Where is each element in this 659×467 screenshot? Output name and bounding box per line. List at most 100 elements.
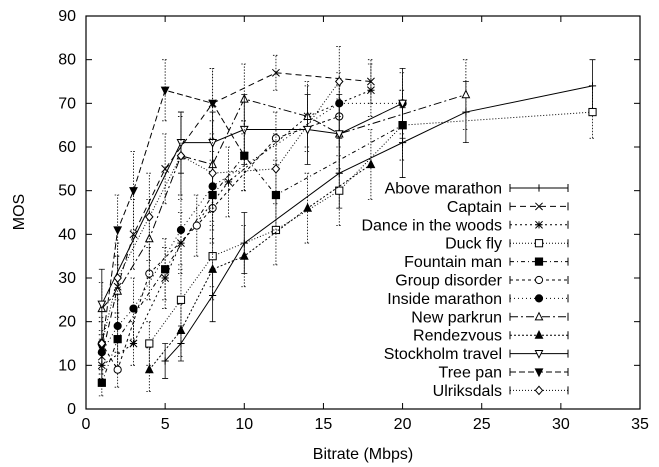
legend-errorbar-caps — [509, 202, 569, 211]
y-tick-label: 50 — [58, 183, 76, 200]
legend-entry: Above marathon — [385, 181, 569, 198]
legend-entry: Duck fly — [445, 236, 569, 253]
x-tick-label: 30 — [552, 416, 570, 433]
legend-errorbar-caps — [509, 294, 569, 303]
data-point — [398, 139, 407, 147]
data-point — [176, 150, 186, 161]
series-7 — [97, 72, 407, 375]
error-bar — [304, 172, 311, 244]
legend-entry: New parkrun — [411, 309, 569, 326]
legend-errorbar-caps — [509, 257, 569, 266]
series-line — [101, 94, 467, 309]
series-2 — [97, 54, 375, 379]
legend-marker — [534, 239, 544, 248]
series-line — [101, 81, 340, 344]
y-tick-label: 80 — [58, 52, 76, 69]
data-point — [176, 225, 186, 235]
legend-marker — [535, 220, 543, 229]
legend-entry: Inside marathon — [387, 291, 569, 308]
data-point — [271, 163, 281, 174]
data-point — [366, 77, 375, 86]
data-point — [192, 221, 201, 230]
data-point — [271, 134, 281, 143]
legend-marker — [534, 329, 544, 339]
legend-marker — [534, 275, 544, 285]
legend-marker — [534, 350, 544, 359]
legend-errorbar-caps — [509, 276, 569, 284]
x-axis-ticks: 0 5 10 15 20 25 30 35 — [82, 16, 649, 433]
y-tick-label: 0 — [67, 401, 76, 418]
error-bar — [367, 63, 374, 117]
data-point — [97, 300, 107, 310]
data-point — [303, 202, 313, 212]
y-tick-label: 40 — [58, 226, 76, 243]
series-12 — [97, 46, 344, 371]
data-point — [335, 186, 344, 195]
data-point — [224, 177, 233, 186]
legend-entry: Group disorder — [395, 273, 569, 290]
data-point — [161, 357, 169, 365]
x-axis-label: Bitrate (Mbps) — [313, 446, 413, 463]
legend-marker — [534, 257, 544, 266]
series-line — [164, 85, 593, 362]
data-point — [176, 325, 186, 334]
data-point — [97, 338, 107, 349]
data-point — [161, 265, 170, 274]
legend-label: Rendezvous — [413, 328, 502, 345]
data-point — [145, 339, 154, 348]
legend-entry: Captain — [447, 199, 569, 216]
series-3 — [97, 63, 375, 384]
error-bar — [589, 85, 596, 139]
legend-entry: Dance in the woods — [361, 217, 569, 234]
legend-errorbar-caps — [509, 368, 569, 376]
legend-label: Duck fly — [445, 236, 502, 253]
series-line — [148, 164, 372, 371]
plot-frame — [85, 15, 641, 410]
data-point — [129, 339, 138, 348]
x-tick-label: 10 — [235, 416, 253, 433]
legend-label: Ulriksdals — [433, 383, 502, 400]
data-point — [398, 99, 407, 109]
x-tick-label: 25 — [473, 416, 491, 433]
legend-marker — [535, 202, 543, 211]
data-point — [366, 159, 376, 169]
legend-entry: Rendezvous — [413, 328, 569, 345]
data-point — [334, 130, 344, 140]
legend-entry: Fountain man — [404, 254, 569, 271]
series-10 — [97, 68, 407, 340]
x-tick-label: 0 — [82, 416, 91, 433]
legend-errorbar-caps — [509, 220, 569, 229]
data-point — [113, 226, 123, 236]
data-point — [144, 364, 154, 374]
y-tick-label: 10 — [58, 357, 76, 374]
legend-label: Tree pan — [439, 365, 502, 382]
y-tick-label: 30 — [58, 270, 76, 287]
legend-entry: Stockholm travel — [384, 346, 569, 363]
data-point — [113, 365, 122, 374]
data-point — [461, 89, 471, 99]
data-point — [588, 107, 597, 117]
legend-label: Stockholm travel — [384, 346, 502, 363]
legend-label: Group disorder — [395, 273, 502, 290]
data-point — [462, 108, 470, 116]
legend-errorbar-caps — [509, 239, 569, 248]
legend-errorbar-caps — [509, 312, 569, 321]
legend-marker — [535, 184, 543, 192]
data-point — [334, 76, 344, 87]
legend-marker — [534, 311, 544, 321]
y-tick-label: 70 — [58, 95, 76, 112]
error-bar — [114, 242, 121, 314]
legend-label: Dance in the woods — [361, 217, 502, 234]
data-point — [129, 304, 138, 313]
y-tick-label: 20 — [58, 314, 76, 331]
data-point — [239, 152, 249, 161]
error-bar — [225, 146, 232, 218]
y-tick-label: 90 — [58, 8, 76, 25]
series-9 — [144, 129, 376, 392]
series-11 — [97, 59, 249, 375]
x-tick-label: 15 — [315, 416, 333, 433]
error-bar — [272, 133, 279, 205]
data-point — [97, 378, 106, 387]
data-point — [366, 86, 375, 95]
